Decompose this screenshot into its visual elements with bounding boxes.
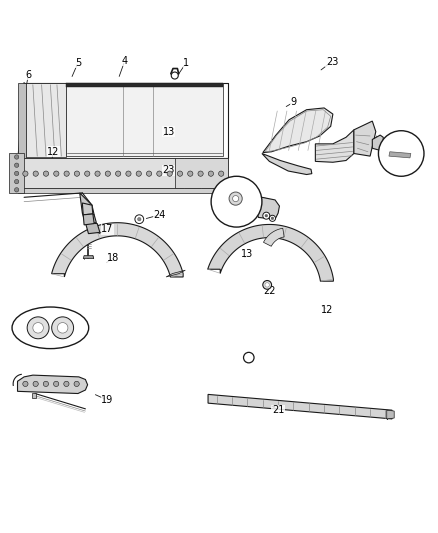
Text: 23: 23: [326, 56, 338, 67]
Circle shape: [187, 171, 193, 176]
Text: 22: 22: [263, 286, 276, 296]
Circle shape: [219, 171, 224, 176]
Circle shape: [265, 214, 268, 217]
Circle shape: [116, 171, 121, 176]
Text: 21: 21: [272, 405, 284, 415]
Polygon shape: [262, 154, 312, 174]
Text: 5: 5: [75, 58, 81, 68]
Text: 23: 23: [162, 165, 175, 175]
Polygon shape: [389, 152, 411, 158]
Circle shape: [14, 171, 19, 175]
Circle shape: [23, 171, 28, 176]
Circle shape: [64, 381, 69, 386]
Text: 9: 9: [290, 97, 297, 107]
Circle shape: [54, 171, 59, 176]
Circle shape: [52, 317, 74, 339]
Ellipse shape: [12, 307, 88, 349]
Circle shape: [244, 352, 254, 363]
Polygon shape: [9, 152, 24, 193]
Circle shape: [135, 215, 144, 223]
Circle shape: [167, 171, 172, 176]
Circle shape: [271, 217, 274, 220]
Circle shape: [14, 163, 19, 167]
Polygon shape: [26, 84, 66, 157]
Polygon shape: [264, 228, 284, 246]
Text: 12: 12: [321, 305, 334, 316]
Polygon shape: [18, 158, 228, 188]
Circle shape: [53, 381, 59, 386]
Polygon shape: [52, 223, 183, 277]
Circle shape: [269, 215, 276, 221]
Circle shape: [229, 192, 242, 205]
Circle shape: [43, 381, 49, 386]
Polygon shape: [32, 393, 36, 398]
Circle shape: [14, 180, 19, 184]
Text: 13: 13: [241, 249, 254, 259]
Text: 19: 19: [101, 395, 113, 405]
Circle shape: [33, 322, 43, 333]
Circle shape: [138, 217, 141, 221]
Text: 13: 13: [162, 127, 175, 136]
Polygon shape: [66, 83, 223, 87]
Polygon shape: [372, 135, 383, 150]
Circle shape: [95, 171, 100, 176]
Circle shape: [105, 171, 110, 176]
Circle shape: [233, 196, 239, 201]
Polygon shape: [354, 121, 376, 156]
Text: 24: 24: [154, 210, 166, 220]
Circle shape: [198, 171, 203, 176]
Circle shape: [171, 72, 178, 79]
Text: 28: 28: [385, 163, 397, 173]
Polygon shape: [175, 158, 228, 188]
Polygon shape: [18, 188, 228, 193]
Polygon shape: [208, 394, 392, 419]
Circle shape: [74, 381, 79, 386]
Circle shape: [33, 171, 39, 176]
Polygon shape: [83, 214, 94, 225]
Polygon shape: [387, 410, 394, 419]
Circle shape: [146, 171, 152, 176]
Polygon shape: [66, 84, 223, 156]
Circle shape: [263, 280, 272, 289]
Polygon shape: [18, 83, 26, 158]
Polygon shape: [256, 197, 279, 219]
Circle shape: [177, 171, 183, 176]
Circle shape: [27, 317, 49, 339]
Circle shape: [74, 171, 80, 176]
Polygon shape: [315, 130, 354, 162]
Polygon shape: [166, 270, 185, 277]
Circle shape: [208, 171, 213, 176]
Circle shape: [263, 212, 270, 219]
Text: 1: 1: [183, 58, 189, 68]
Circle shape: [23, 381, 28, 386]
Text: 6: 6: [25, 70, 32, 79]
Polygon shape: [208, 224, 333, 281]
Polygon shape: [80, 193, 94, 215]
Circle shape: [157, 171, 162, 176]
Polygon shape: [83, 255, 94, 259]
Circle shape: [85, 171, 90, 176]
Circle shape: [126, 171, 131, 176]
Circle shape: [265, 282, 269, 287]
Circle shape: [378, 131, 424, 176]
Circle shape: [14, 155, 19, 159]
Text: 17: 17: [101, 224, 113, 235]
Circle shape: [136, 171, 141, 176]
Circle shape: [14, 188, 19, 192]
Text: 25: 25: [233, 203, 245, 212]
Polygon shape: [82, 203, 93, 215]
Polygon shape: [82, 213, 96, 223]
Circle shape: [43, 171, 49, 176]
Text: 12: 12: [47, 147, 60, 157]
Circle shape: [57, 322, 68, 333]
Text: 18: 18: [107, 253, 119, 263]
Circle shape: [33, 381, 38, 386]
Circle shape: [211, 176, 262, 227]
Polygon shape: [263, 108, 333, 152]
Text: 4: 4: [122, 55, 128, 66]
Circle shape: [64, 171, 69, 176]
Text: 26: 26: [43, 324, 55, 334]
Polygon shape: [85, 223, 100, 233]
Polygon shape: [18, 375, 88, 393]
